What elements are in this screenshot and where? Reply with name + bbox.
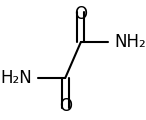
Text: O: O — [59, 97, 72, 115]
Text: H₂N: H₂N — [0, 69, 32, 87]
Text: NH₂: NH₂ — [114, 33, 146, 51]
Text: O: O — [74, 5, 87, 23]
